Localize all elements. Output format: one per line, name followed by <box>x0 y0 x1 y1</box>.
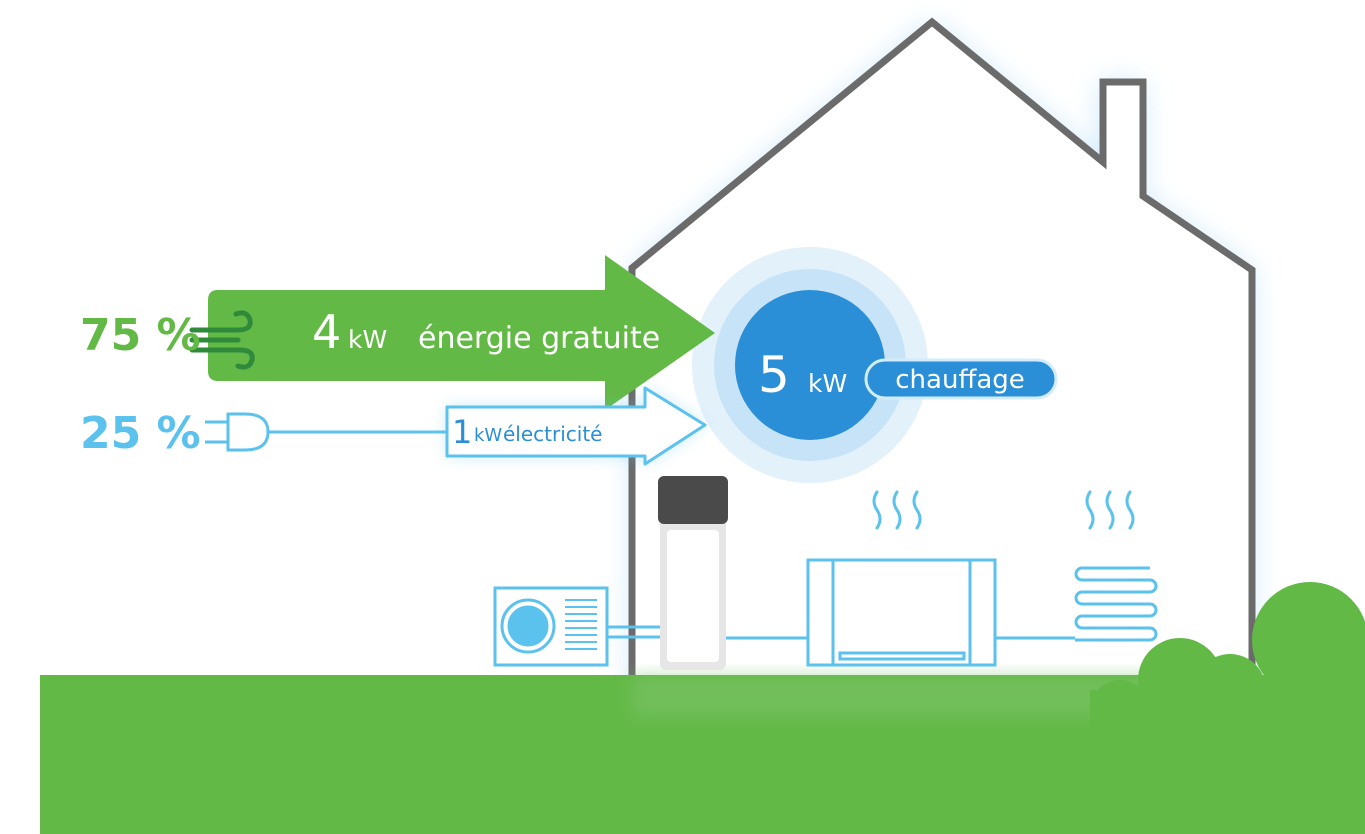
outdoor-unit <box>495 588 607 665</box>
heating-unit: kW <box>808 369 847 398</box>
illustration: 75 % 25 % 4 kW énergie gratuite 1 kW éle… <box>0 0 1365 834</box>
radiator <box>808 560 995 665</box>
electric-unit: kW <box>474 425 502 446</box>
free-unit: kW <box>348 325 387 354</box>
tank-body <box>667 530 719 662</box>
heating-label: chauffage <box>895 365 1025 395</box>
electric-amount: 1 <box>452 413 472 451</box>
plug-icon <box>205 414 447 450</box>
free-label: énergie gratuite <box>418 321 660 356</box>
electric-label: électricité <box>503 422 602 446</box>
floor-coil <box>1075 568 1156 640</box>
electric-percent: 25 % <box>80 408 201 459</box>
tank-top <box>658 476 728 524</box>
free-amount: 4 <box>312 305 341 359</box>
page: {"sources": [ {"percent": "75 %"}, {"per… <box>0 0 1365 834</box>
free-percent: 75 % <box>80 310 201 361</box>
heating-amount: 5 <box>758 346 790 404</box>
